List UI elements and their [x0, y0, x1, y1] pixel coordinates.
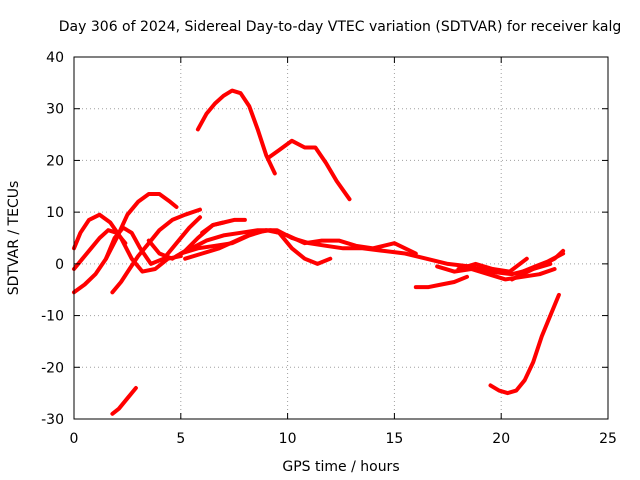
series-line-arc-13 — [200, 217, 247, 235]
x-tick-label: 5 — [176, 431, 185, 447]
x-axis-label: GPS time / hours — [282, 459, 399, 475]
series-line-arc-10 — [174, 228, 553, 277]
series-line-arc-6 — [110, 386, 138, 416]
data-traces — [72, 88, 566, 416]
series-line-arc-19 — [488, 292, 561, 396]
y-axis-label: SDTVAR / TECUs — [6, 181, 22, 296]
series-line-arc-4 — [104, 215, 202, 266]
y-tick-label: 30 — [46, 102, 64, 118]
series-line-arc-3 — [72, 192, 179, 295]
y-tick-label: -10 — [41, 309, 64, 325]
x-tick-label: 20 — [492, 431, 510, 447]
axis-ticks — [73, 56, 609, 420]
series-line-arc-8 — [195, 88, 277, 176]
series-line-arc-18 — [520, 251, 566, 274]
series-line-arc-15 — [435, 264, 557, 282]
y-tick-label: 20 — [46, 153, 64, 169]
y-tick-label: -20 — [41, 360, 64, 376]
chart-title: Day 306 of 2024, Sidereal Day-to-day VTE… — [59, 19, 621, 35]
series-line-arc-16 — [456, 256, 529, 274]
y-tick-label: 0 — [55, 257, 64, 273]
series-line-arc-14 — [413, 274, 469, 290]
series-line-arc-12 — [183, 228, 418, 261]
series-line-arc-9 — [266, 138, 352, 202]
y-tick-label: -30 — [41, 412, 64, 428]
y-tick-labels: -30 -20 -10 0 10 20 30 40 — [41, 50, 64, 428]
series-line-arc-1 — [72, 212, 183, 274]
y-tick-label: 40 — [46, 50, 64, 66]
y-tick-label: 10 — [46, 205, 64, 221]
x-tick-label: 15 — [385, 431, 403, 447]
x-tick-label: 10 — [279, 431, 297, 447]
plot-frame — [73, 56, 609, 420]
x-tick-labels: 0 5 10 15 20 25 — [70, 431, 617, 447]
x-tick-label: 0 — [70, 431, 79, 447]
x-tick-label: 25 — [599, 431, 617, 447]
